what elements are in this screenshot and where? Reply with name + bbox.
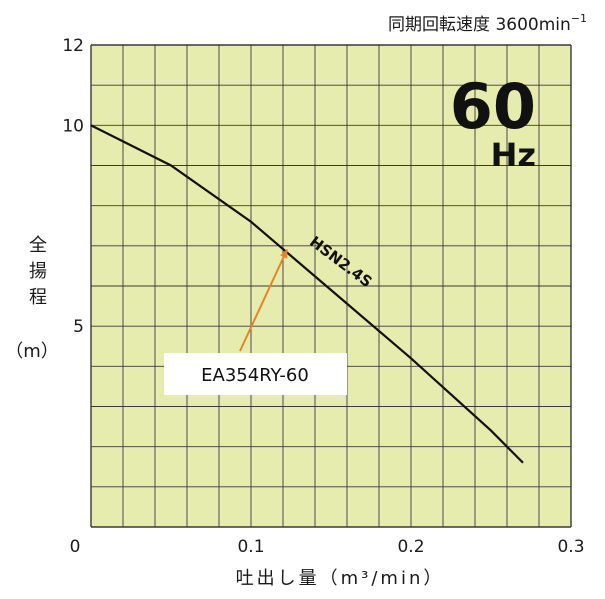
tick-labels: 0 0.1 0.2 0.3 5 10 12 [62,36,584,557]
frequency-unit: Hz [491,136,536,174]
x-axis-label: 吐出し量（m³/min） [236,568,445,589]
y-axis-label-char-3: 程 [29,287,47,308]
y-tick-label: 10 [62,116,84,136]
grid [90,44,572,528]
x-tick-label: 0.1 [237,537,264,557]
annotation-arrow [239,248,288,352]
annotation-box [164,353,347,395]
y-axis-label-unit: （m） [5,341,59,362]
frequency-value: 60 [450,70,536,143]
y-tick-label: 12 [62,36,84,56]
speed-label-text: 同期回転速度 3600min [388,15,571,35]
y-tick-label: 5 [73,317,84,337]
speed-label-superscript: −1 [571,12,587,25]
speed-label: 同期回転速度 3600min−1 [388,12,587,35]
annotation-model-label: EA354RY-60 [201,365,309,386]
performance-curve-hsn24s [90,124,524,464]
x-tick-label: 0.3 [557,537,584,557]
y-axis-label-char-2: 揚 [29,261,47,282]
x-tick-label: 0 [70,537,81,557]
y-axis-label-char-1: 全 [29,235,47,256]
x-tick-label: 0.2 [397,537,424,557]
